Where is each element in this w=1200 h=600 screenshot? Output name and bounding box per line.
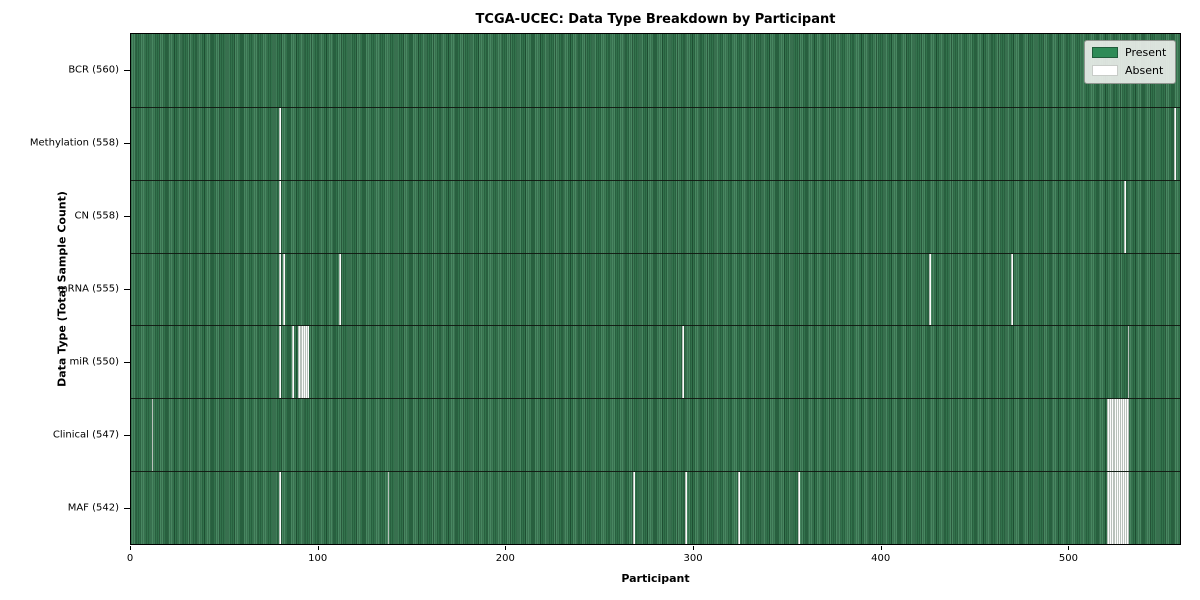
x-tick-label: 300 (683, 553, 703, 564)
heatmap-row-cn (131, 179, 1180, 253)
absent-cell (151, 399, 154, 472)
absent-cell (1123, 472, 1126, 544)
absent-cell (928, 253, 931, 326)
legend-label-absent: Absent (1125, 64, 1164, 77)
absent-cell (633, 472, 635, 544)
y-tick-label: Clinical (547) (52, 429, 119, 441)
absent-cell (292, 326, 294, 399)
y-tick-mark (124, 215, 130, 217)
absent-cell (1116, 399, 1119, 472)
y-tick-label: Methylation (558) (29, 137, 119, 149)
x-tick-label: 200 (495, 553, 515, 564)
absent-cell (1112, 399, 1115, 472)
x-tick-label: 400 (871, 553, 891, 564)
x-tick-label: 0 (126, 553, 134, 564)
x-axis-label: Participant (621, 572, 690, 585)
legend-label-present: Present (1125, 46, 1167, 59)
absent-cell (387, 472, 390, 544)
y-tick-mark (124, 289, 130, 290)
absent-cell (307, 326, 309, 399)
y-tick-label: CN (558) (74, 210, 119, 222)
absent-cell (1011, 253, 1014, 326)
absent-cell (685, 472, 688, 544)
x-tick-mark (317, 546, 319, 550)
legend: Present Absent (1084, 40, 1177, 84)
absent-cell (299, 326, 302, 399)
heatmap-row-bcr (131, 34, 1180, 107)
absent-cell (1118, 399, 1121, 472)
absent-cell (681, 326, 684, 399)
y-tick-label: miR (550) (69, 356, 119, 368)
absent-cell (1121, 399, 1124, 472)
absent-cell (282, 253, 285, 326)
present-swatch-icon (1092, 47, 1118, 58)
y-tick-label: mRNA (555) (57, 283, 119, 295)
x-tick-mark (130, 546, 131, 550)
heatmap-row-maf (131, 471, 1180, 544)
absent-cell (1114, 472, 1117, 544)
absent-cell (1120, 399, 1122, 472)
x-tick-mark (1068, 546, 1070, 550)
absent-cell (1118, 472, 1121, 544)
y-tick-mark (124, 508, 130, 510)
heatmap-row-mir (131, 325, 1180, 399)
absent-cell (1125, 399, 1128, 472)
absent-cell (1127, 326, 1130, 399)
absent-cell (1127, 472, 1130, 544)
absent-cell (1108, 472, 1111, 544)
absent-cell (797, 472, 800, 544)
y-tick-label: BCR (560) (68, 64, 119, 76)
absent-cell (1127, 399, 1130, 472)
absent-cell (338, 253, 341, 326)
absent-swatch-icon (1092, 65, 1118, 76)
absent-cell (1125, 472, 1128, 544)
y-tick-mark (124, 362, 130, 364)
absent-cell (1108, 399, 1111, 472)
absent-cell (303, 326, 306, 399)
y-tick-mark (124, 69, 130, 71)
absent-cell (278, 326, 281, 399)
absent-cell (278, 107, 281, 180)
legend-item-absent: Absent (1092, 64, 1166, 77)
absent-cell (278, 180, 281, 253)
absent-cell (278, 472, 281, 544)
heatmap-row-methylation (131, 106, 1180, 180)
absent-cell (301, 326, 304, 399)
chart-title: TCGA-UCEC: Data Type Breakdown by Partic… (475, 12, 836, 27)
absent-cell (297, 326, 300, 399)
absent-cell (278, 253, 281, 326)
absent-cell (1106, 399, 1109, 472)
heatmap-row-mrna (131, 252, 1180, 326)
absent-cell (1116, 472, 1119, 544)
absent-cell (1123, 180, 1126, 253)
absent-cell (1123, 399, 1126, 472)
x-tick-mark (693, 546, 695, 550)
plot-area (130, 33, 1181, 545)
legend-item-present: Present (1092, 46, 1166, 59)
absent-cell (1112, 472, 1115, 544)
x-tick-mark (880, 546, 882, 550)
absent-cell (1174, 107, 1177, 180)
absent-cell (1110, 472, 1113, 544)
x-tick-label: 500 (1058, 553, 1078, 564)
absent-cell (1120, 472, 1122, 544)
absent-cell (1110, 399, 1113, 472)
heatmap-row-clinical (131, 398, 1180, 472)
absent-cell (1114, 399, 1117, 472)
x-tick-label: 100 (308, 553, 328, 564)
y-tick-label: MAF (542) (67, 502, 119, 514)
absent-cell (1121, 472, 1124, 544)
absent-cell (305, 326, 308, 399)
y-tick-mark (124, 142, 130, 144)
x-tick-mark (505, 546, 507, 550)
absent-cell (1106, 472, 1109, 544)
absent-cell (737, 472, 740, 544)
y-tick-mark (124, 435, 130, 437)
